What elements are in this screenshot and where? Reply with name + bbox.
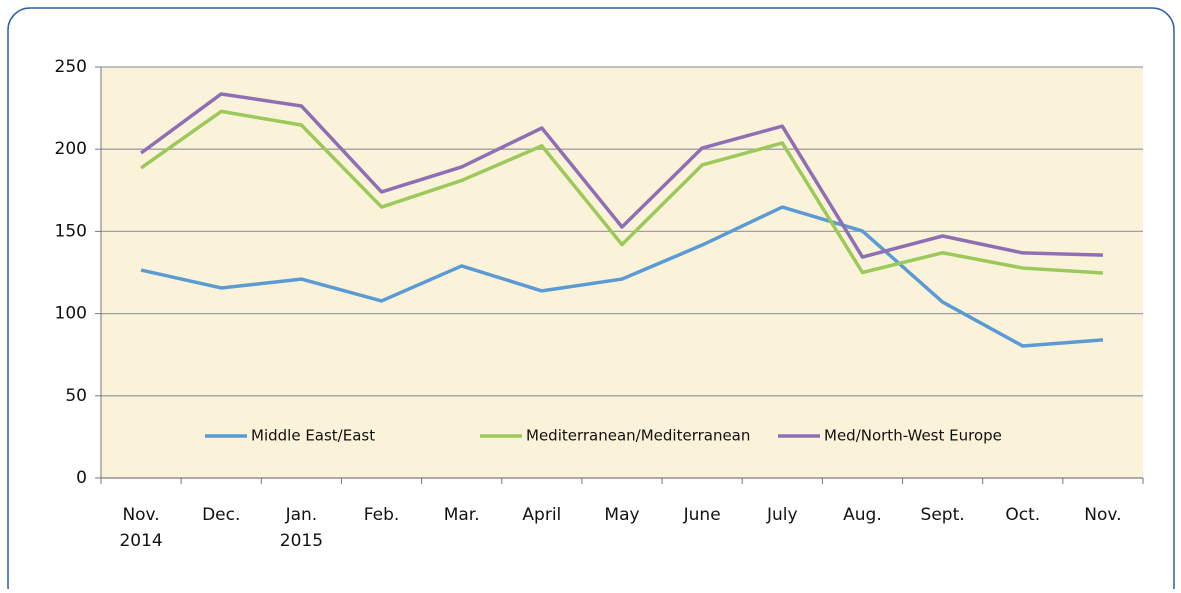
y-tick-label: 200	[55, 139, 87, 159]
legend-label: Middle East/East	[251, 427, 375, 445]
legend-label: Med/North-West Europe	[824, 427, 1002, 445]
x-tick-label: April	[522, 505, 561, 525]
y-tick-label: 100	[55, 304, 87, 324]
y-tick-label: 250	[55, 57, 87, 77]
x-tick-label: Aug.	[843, 505, 882, 525]
y-tick-label: 50	[65, 386, 87, 406]
x-tick-label: July	[766, 505, 798, 525]
x-tick-label: Dec.	[202, 505, 240, 525]
y-tick-label: 0	[76, 468, 87, 488]
x-tick-label: Mar.	[444, 505, 480, 525]
x-tick-label: Oct.	[1005, 505, 1040, 525]
series-line	[140, 92, 1103, 259]
x-tick-label: Jan. 2015	[280, 505, 323, 551]
y-tick-label: 150	[55, 221, 87, 241]
plot-area	[101, 67, 1143, 478]
series-line	[140, 205, 1104, 348]
x-tick-label: June	[683, 505, 721, 525]
x-tick-label: Nov. 2014	[119, 505, 162, 551]
series-line	[140, 109, 1104, 275]
x-tick-label: May	[604, 505, 639, 525]
x-tick-label: Nov.	[1084, 505, 1121, 525]
x-tick-label: Feb.	[364, 505, 400, 525]
legend-label: Mediterranean/Mediterranean	[526, 427, 750, 445]
x-tick-label: Sept.	[921, 505, 965, 525]
